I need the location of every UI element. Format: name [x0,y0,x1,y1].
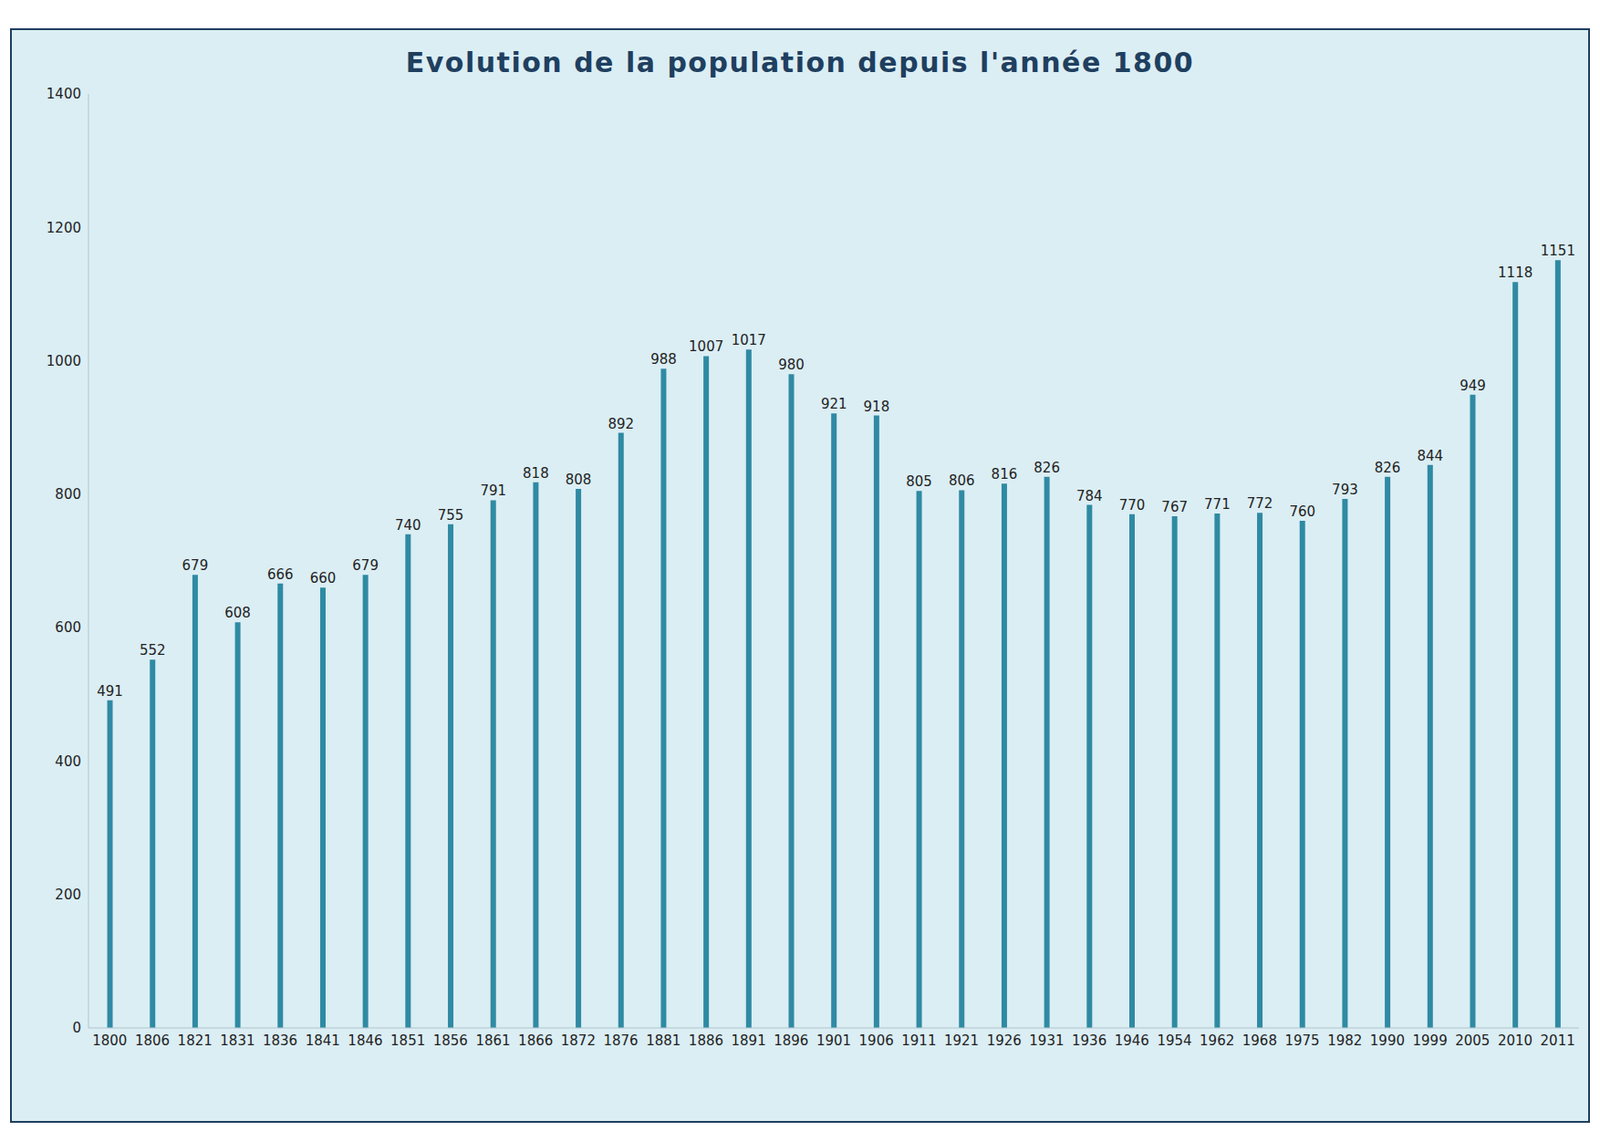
svg-text:1881: 1881 [645,1032,681,1050]
svg-text:1931: 1931 [1028,1032,1064,1050]
svg-text:816: 816 [991,466,1019,483]
svg-text:1990: 1990 [1370,1032,1405,1050]
svg-text:2010: 2010 [1497,1032,1533,1050]
svg-text:1968: 1968 [1242,1032,1278,1050]
svg-text:1999: 1999 [1412,1032,1448,1050]
svg-text:1806: 1806 [135,1032,170,1050]
svg-text:1200: 1200 [46,219,82,237]
svg-text:1906: 1906 [859,1032,894,1050]
svg-text:1856: 1856 [433,1032,468,1050]
svg-text:844: 844 [1416,447,1444,465]
svg-text:1007: 1007 [688,338,724,355]
svg-text:760: 760 [1288,503,1316,520]
svg-text:1946: 1946 [1114,1032,1150,1050]
svg-text:805: 805 [905,473,933,490]
svg-text:679: 679 [182,557,209,574]
svg-text:1896: 1896 [773,1032,809,1050]
svg-text:772: 772 [1246,495,1274,512]
svg-text:600: 600 [54,619,82,636]
svg-text:1982: 1982 [1327,1032,1362,1050]
svg-text:1831: 1831 [219,1032,255,1050]
svg-text:988: 988 [650,351,677,368]
svg-text:755: 755 [437,507,465,524]
svg-text:980: 980 [778,356,805,374]
svg-text:1926: 1926 [987,1032,1022,1050]
svg-text:200: 200 [54,886,82,904]
svg-text:918: 918 [863,398,891,416]
svg-text:806: 806 [948,472,976,489]
svg-text:1866: 1866 [518,1032,553,1050]
svg-text:552: 552 [139,642,167,659]
svg-text:770: 770 [1119,497,1146,514]
svg-text:1975: 1975 [1284,1032,1320,1050]
svg-text:892: 892 [607,415,634,433]
svg-text:666: 666 [267,566,294,583]
svg-text:949: 949 [1459,377,1486,395]
svg-text:608: 608 [224,604,251,622]
svg-text:808: 808 [565,471,593,489]
svg-text:1861: 1861 [475,1032,510,1050]
svg-text:1000: 1000 [46,353,82,370]
svg-text:1911: 1911 [901,1032,936,1050]
svg-text:1821: 1821 [177,1032,213,1050]
html-text:Evolution de la population dep: Evolution de la population depuis l'anné… [405,46,1195,79]
svg-text:1962: 1962 [1199,1032,1235,1050]
svg-text:793: 793 [1331,481,1359,499]
svg-text:1017: 1017 [731,332,767,349]
svg-text:1936: 1936 [1071,1032,1107,1050]
svg-text:1872: 1872 [561,1032,596,1050]
svg-text:491: 491 [96,683,124,700]
svg-text:1846: 1846 [347,1032,383,1050]
svg-text:1954: 1954 [1156,1032,1192,1050]
svg-text:1921: 1921 [944,1032,979,1050]
svg-text:1118: 1118 [1497,264,1533,281]
svg-text:740: 740 [394,517,422,534]
svg-text:826: 826 [1033,459,1060,477]
svg-text:1841: 1841 [305,1032,341,1050]
svg-text:679: 679 [352,557,379,574]
svg-text:1876: 1876 [602,1032,638,1050]
svg-text:921: 921 [820,395,848,413]
svg-text:767: 767 [1161,498,1188,516]
svg-text:826: 826 [1374,459,1402,477]
svg-text:1851: 1851 [390,1032,426,1050]
svg-text:1151: 1151 [1540,242,1576,260]
svg-text:1800: 1800 [92,1032,127,1050]
svg-text:818: 818 [522,465,550,482]
svg-text:0: 0 [72,1019,82,1037]
svg-text:400: 400 [54,753,82,770]
svg-text:1836: 1836 [262,1032,298,1050]
svg-text:1886: 1886 [688,1032,724,1050]
svg-text:800: 800 [54,486,82,503]
svg-text:771: 771 [1204,496,1231,513]
svg-text:2005: 2005 [1454,1032,1490,1050]
svg-text:784: 784 [1076,488,1103,505]
svg-text:1891: 1891 [731,1032,767,1050]
svg-text:2011: 2011 [1540,1032,1576,1050]
svg-text:660: 660 [310,570,337,587]
svg-text:1400: 1400 [46,85,82,103]
svg-text:1901: 1901 [816,1032,852,1050]
svg-text:791: 791 [479,482,507,499]
